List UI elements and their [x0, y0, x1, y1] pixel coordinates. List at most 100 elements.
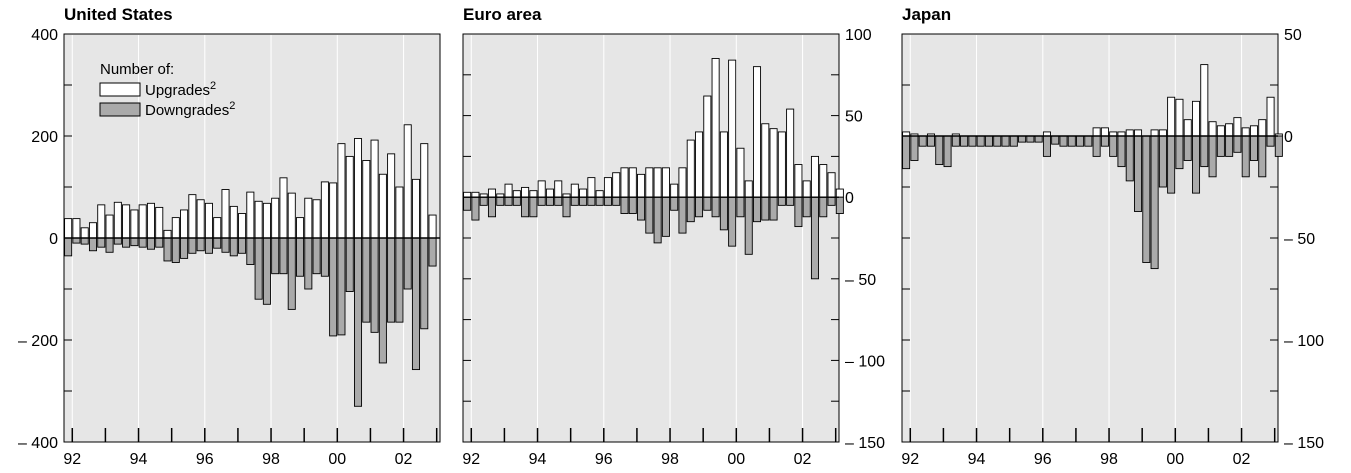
upgrade-bar: [736, 147, 745, 198]
downgrade-bar: [180, 237, 189, 259]
downgrade-bar: [678, 196, 687, 234]
x-tick-label: 00: [727, 451, 745, 468]
upgrade-bar: [678, 167, 687, 198]
downgrade-bar: [603, 196, 612, 206]
downgrade-bar: [1274, 135, 1283, 157]
downgrade-bar: [370, 237, 379, 333]
y-tick-label: – 100: [845, 353, 885, 370]
downgrade-bar: [254, 237, 263, 300]
upgrade-bar: [504, 183, 513, 198]
downgrade-bar: [1100, 135, 1109, 147]
upgrade-bar: [1191, 100, 1201, 137]
downgrade-bar: [1191, 135, 1201, 194]
downgrade-bar: [1183, 135, 1192, 161]
x-tick-label: 00: [328, 451, 346, 468]
downgrade-bar: [1142, 135, 1151, 263]
upgrade-bar: [587, 177, 596, 198]
upgrade-bar: [411, 178, 420, 239]
downgrade-bar: [835, 196, 844, 214]
downgrade-bar: [984, 135, 993, 147]
upgrade-bar: [262, 202, 271, 239]
downgrade-bar: [537, 196, 546, 206]
upgrade-bar: [1208, 121, 1217, 137]
upgrade-bar: [130, 209, 139, 239]
downgrade-bar: [786, 196, 795, 206]
downgrade-bar: [428, 237, 437, 267]
upgrade-bar: [1249, 125, 1258, 137]
y-tick-label: – 150: [845, 435, 885, 452]
upgrade-bar: [794, 164, 803, 198]
downgrade-bar: [504, 196, 513, 206]
downgrade-bar: [287, 237, 296, 310]
upgrade-bar: [246, 191, 255, 239]
upgrade-bar: [279, 177, 288, 239]
panel-united-states: United States 400 200 0 – 200 – 400 92 94 96 98 0…: [18, 5, 441, 468]
upgrade-bar: [180, 209, 189, 239]
downgrade-bar: [403, 237, 412, 290]
upgrade-bar: [105, 214, 114, 239]
downgrade-bar: [521, 196, 530, 218]
upgrade-bar: [579, 188, 588, 198]
downgrade-bar: [819, 196, 828, 218]
downgrade-bar: [1258, 135, 1267, 178]
x-tick-label: 96: [595, 451, 613, 468]
downgrade-bar: [362, 237, 371, 323]
downgrade-bar: [902, 135, 911, 170]
downgrade-bar: [1241, 135, 1250, 178]
downgrade-bar: [554, 196, 563, 206]
downgrade-bar: [262, 237, 271, 305]
downgrade-bar: [570, 196, 579, 206]
downgrade-bar: [976, 135, 985, 147]
upgrade-bar: [1225, 123, 1234, 137]
x-tick-label: 94: [529, 451, 547, 468]
legend-swatch-downgrades: [99, 102, 141, 117]
tick-labels: 400 200 0 – 200 – 400 92 94 96 98 00 02: [18, 27, 413, 468]
upgrade-bar: [545, 188, 554, 198]
upgrade-bar: [329, 182, 338, 239]
downgrade-bar: [1249, 135, 1258, 161]
downgrade-bar: [935, 135, 944, 166]
upgrade-bar: [695, 131, 704, 198]
x-tick-label: 98: [262, 451, 280, 468]
upgrade-bar: [163, 229, 172, 239]
downgrade-bar: [777, 196, 786, 206]
upgrade-bar: [761, 123, 770, 198]
downgrade-bar: [794, 196, 803, 228]
downgrade-bar: [728, 196, 737, 247]
upgrade-bar: [122, 204, 131, 239]
downgrade-bar: [703, 196, 712, 211]
upgrade-bar: [1258, 119, 1267, 137]
downgrade-bar: [695, 196, 704, 218]
downgrade-bar: [645, 196, 654, 234]
downgrade-bar: [221, 237, 230, 253]
upgrade-bar: [777, 131, 786, 198]
downgrade-bar: [138, 237, 147, 248]
upgrade-bar: [570, 183, 579, 198]
upgrade-bar: [72, 218, 81, 239]
upgrade-bar: [769, 128, 778, 198]
grid-lines: [470, 35, 804, 441]
downgrade-bar: [918, 135, 927, 147]
upgrade-bar: [1092, 127, 1101, 137]
upgrade-bar: [271, 197, 280, 239]
y-tick-label: 0: [49, 231, 58, 248]
upgrade-bar: [661, 167, 670, 198]
upgrade-bar: [420, 143, 429, 239]
downgrade-bar: [1067, 135, 1076, 147]
downgrade-bar: [395, 237, 404, 323]
downgrade-bar: [329, 237, 338, 337]
downgrade-bar: [620, 196, 629, 214]
downgrade-bar: [487, 196, 496, 218]
downgrade-bar: [1200, 135, 1209, 168]
upgrade-bar: [1233, 117, 1242, 137]
downgrade-bar: [1001, 135, 1010, 147]
downgrade-bar: [1018, 135, 1027, 143]
y-tick-label: 0: [845, 190, 854, 207]
downgrade-bar: [471, 196, 480, 221]
downgrade-bar: [1026, 135, 1035, 143]
x-tick-label: 02: [1233, 451, 1251, 468]
upgrade-bar: [703, 95, 712, 198]
downgrade-bar: [229, 237, 238, 257]
downgrade-bar: [80, 237, 89, 245]
downgrade-bar: [296, 237, 305, 277]
